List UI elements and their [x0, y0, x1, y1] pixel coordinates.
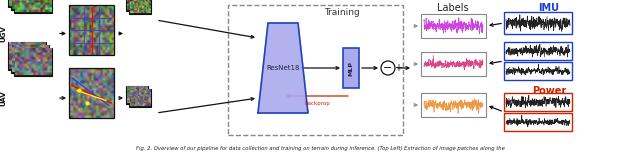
Bar: [14, 0, 52, 13]
Text: Fig. 2. Overview of our pipeline for data collection and training on terrain dur: Fig. 2. Overview of our pipeline for dat…: [136, 146, 504, 151]
Text: +: +: [394, 63, 402, 73]
Bar: [504, 42, 572, 60]
Bar: [421, 93, 486, 117]
Bar: [8, 42, 46, 70]
Bar: [8, 0, 46, 7]
Bar: [343, 48, 359, 88]
Polygon shape: [258, 23, 308, 113]
Bar: [421, 14, 486, 38]
Text: $\omega_p$: $\omega_p$: [507, 66, 518, 76]
Bar: [228, 5, 403, 135]
Bar: [126, 0, 148, 11]
Bar: [69, 68, 114, 118]
Text: Training: Training: [324, 8, 360, 17]
Text: −: −: [383, 63, 393, 73]
Circle shape: [381, 61, 395, 75]
Bar: [69, 5, 114, 55]
Bar: [14, 48, 52, 76]
Bar: [504, 12, 572, 34]
Text: Power: Power: [532, 86, 566, 96]
Text: UGV: UGV: [0, 25, 6, 42]
Bar: [11, 0, 49, 10]
Text: $M_\omega$: $M_\omega$: [426, 58, 440, 70]
Bar: [11, 45, 49, 73]
Bar: [129, 0, 151, 14]
Text: UAV: UAV: [0, 90, 6, 106]
Text: $\omega_x$: $\omega_x$: [507, 46, 518, 56]
Bar: [504, 93, 572, 111]
Text: backprop: backprop: [304, 101, 330, 106]
Text: $M_z$: $M_z$: [426, 20, 438, 32]
Text: $I_b$: $I_b$: [507, 117, 514, 127]
Bar: [504, 113, 572, 131]
Bar: [421, 52, 486, 76]
Text: ResNet18: ResNet18: [266, 65, 300, 71]
Text: $a_z$: $a_z$: [507, 18, 516, 28]
Text: $V_b$: $V_b$: [507, 97, 516, 107]
Text: Labels: Labels: [437, 3, 469, 13]
Bar: [126, 86, 148, 104]
Text: MLP: MLP: [349, 60, 353, 75]
Text: $M_p$: $M_p$: [426, 98, 438, 112]
Bar: [504, 62, 572, 80]
Text: IMU: IMU: [538, 3, 559, 13]
Bar: [129, 89, 151, 107]
